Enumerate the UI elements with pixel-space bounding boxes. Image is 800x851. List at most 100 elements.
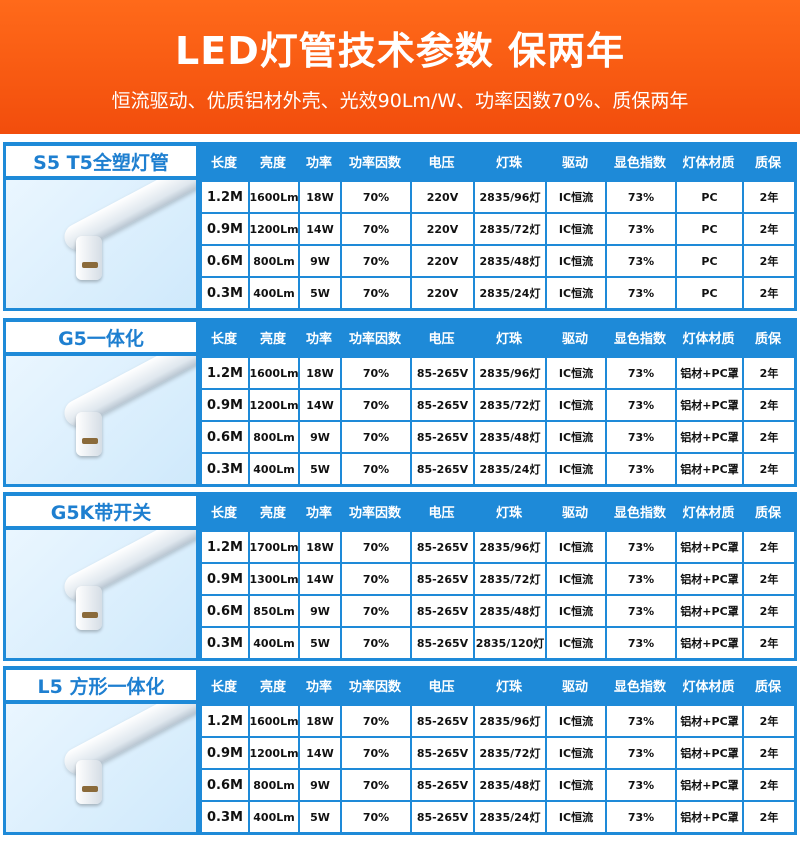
column-header: 驱动 <box>561 505 588 521</box>
spec-cell: 2835/96灯 <box>475 706 545 736</box>
tube-cap <box>76 236 102 280</box>
spec-cell: 85-265V <box>412 738 473 768</box>
column-header: 功率 <box>305 505 332 521</box>
spec-cell: 2835/96灯 <box>475 182 545 212</box>
spec-cell: 铝材+PC罩 <box>677 802 742 832</box>
spec-cell: 220V <box>412 246 473 276</box>
spec-cell: 73% <box>607 182 675 212</box>
spec-cell: 85-265V <box>412 596 473 626</box>
spec-cell: 0.6M <box>202 596 248 626</box>
subtitle: 恒流驱动、优质铝材外壳、光效90Lm/W、功率因数70%、质保两年 <box>111 90 689 112</box>
spec-cell: 1600Lm <box>249 182 299 212</box>
spec-cell: 2年 <box>744 596 794 626</box>
column-header: 亮度 <box>259 155 286 171</box>
spec-cell: 73% <box>607 738 675 768</box>
spec-cell: 73% <box>607 358 675 388</box>
spec-cell: 73% <box>607 422 675 452</box>
spec-cell: 85-265V <box>412 706 473 736</box>
spec-cell: 70% <box>342 278 410 308</box>
spec-cell: 800Lm <box>250 422 298 452</box>
column-header: 功率因数 <box>348 331 401 347</box>
spec-cell: 铝材+PC罩 <box>677 390 742 420</box>
column-header: 显色指数 <box>613 155 666 171</box>
column-header: 灯体材质 <box>682 155 735 171</box>
spec-cell: 1200Lm <box>249 214 299 244</box>
spec-cell: 18W <box>300 182 340 212</box>
spec-cell: IC恒流 <box>547 454 605 484</box>
spec-cell: 800Lm <box>250 246 298 276</box>
spec-cell: 0.3M <box>202 628 248 658</box>
spec-cell: 70% <box>342 770 410 800</box>
spec-cell: 9W <box>300 246 340 276</box>
spec-cell: 2835/72灯 <box>475 564 545 594</box>
spec-cell: 0.9M <box>202 564 248 594</box>
column-header: 灯珠 <box>495 679 522 695</box>
spec-cell: 0.9M <box>202 390 248 420</box>
column-header: 功率 <box>305 679 332 695</box>
spec-cell: IC恒流 <box>547 358 605 388</box>
spec-cell: 2年 <box>744 182 794 212</box>
spec-cell: 18W <box>300 706 340 736</box>
column-header: 质保 <box>754 331 781 347</box>
column-header: 质保 <box>754 155 781 171</box>
column-header: 长度 <box>210 679 237 695</box>
column-header: 功率 <box>305 331 332 347</box>
column-header: 电压 <box>428 679 455 695</box>
spec-cell: 70% <box>342 802 410 832</box>
spec-cell: 85-265V <box>412 532 473 562</box>
column-header: 质保 <box>754 505 781 521</box>
spec-cell: 2835/24灯 <box>475 802 545 832</box>
spec-cell: IC恒流 <box>547 802 605 832</box>
header-banner: LED灯管技术参数 保两年 恒流驱动、优质铝材外壳、光效90Lm/W、功率因数7… <box>0 0 800 134</box>
spec-cell: IC恒流 <box>547 390 605 420</box>
spec-cell: 73% <box>607 628 675 658</box>
column-header: 灯体材质 <box>682 331 735 347</box>
spec-cell: 5W <box>300 802 340 832</box>
spec-cell: 2835/72灯 <box>475 738 545 768</box>
spec-section: S5 T5全塑灯管 长度 亮度 功率 功率因数 电压 灯珠 驱动 显色指数 灯体材质 质保 1.2M 1… <box>3 142 797 311</box>
product-image <box>6 530 196 658</box>
spec-cell: IC恒流 <box>547 182 605 212</box>
tube-pin <box>82 612 98 618</box>
spec-cell: 85-265V <box>412 802 473 832</box>
spec-cell: 2835/48灯 <box>475 246 545 276</box>
column-header: 功率 <box>305 155 332 171</box>
spec-section: G5K带开关 长度 亮度 功率 功率因数 电压 灯珠 驱动 显色指数 灯体材质 质保 1.2M 1700… <box>3 492 797 661</box>
spec-cell: 9W <box>300 596 340 626</box>
column-header: 功率因数 <box>348 505 401 521</box>
spec-cell: 73% <box>607 532 675 562</box>
spec-cell: 1600Lm <box>249 358 299 388</box>
spec-cell: 70% <box>342 596 410 626</box>
spec-cell: IC恒流 <box>547 628 605 658</box>
spec-cell: 铝材+PC罩 <box>677 532 742 562</box>
column-header: 显色指数 <box>613 331 666 347</box>
spec-cell: 2835/24灯 <box>475 454 545 484</box>
spec-cell: 73% <box>607 564 675 594</box>
tube-pin <box>82 438 98 444</box>
spec-cell: 2835/72灯 <box>475 214 545 244</box>
spec-cell: 0.6M <box>202 770 248 800</box>
column-header: 电压 <box>428 331 455 347</box>
spec-cell: 73% <box>607 770 675 800</box>
spec-cell: 800Lm <box>250 770 298 800</box>
spec-cell: 2835/48灯 <box>475 596 545 626</box>
column-header: 功率因数 <box>348 155 401 171</box>
spec-cell: 18W <box>300 532 340 562</box>
spec-cell: 1.2M <box>202 182 248 212</box>
spec-cell: 73% <box>607 390 675 420</box>
spec-cell: IC恒流 <box>547 532 605 562</box>
spec-cell: 铝材+PC罩 <box>677 564 742 594</box>
spec-cell: 2年 <box>744 802 794 832</box>
spec-cell: 220V <box>412 182 473 212</box>
spec-cell: 0.3M <box>202 454 248 484</box>
spec-cell: 0.3M <box>202 278 248 308</box>
spec-cell: 0.3M <box>202 802 248 832</box>
spec-cell: 73% <box>607 278 675 308</box>
spec-cell: 1600Lm <box>249 706 299 736</box>
spec-cell: 2年 <box>744 246 794 276</box>
column-header: 电压 <box>428 505 455 521</box>
spec-cell: 2年 <box>744 770 794 800</box>
spec-cell: 0.9M <box>202 214 248 244</box>
spec-cell: 70% <box>342 532 410 562</box>
spec-cell: 1.2M <box>202 706 248 736</box>
